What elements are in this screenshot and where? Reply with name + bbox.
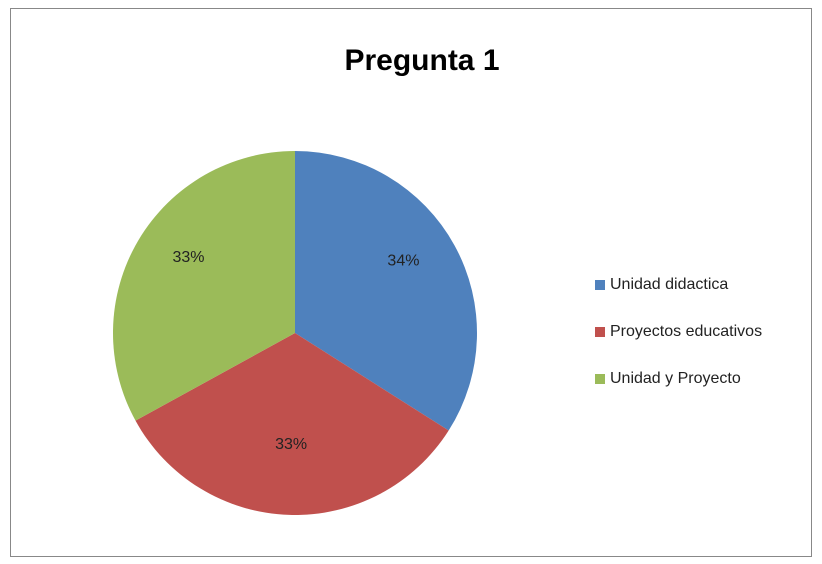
legend-swatch	[595, 327, 605, 337]
chart-title: Pregunta 1	[344, 44, 499, 77]
pie-slice	[113, 151, 295, 421]
pie-slice	[135, 333, 449, 515]
legend-label: Unidad didactica	[610, 276, 728, 293]
value-label: 34%	[387, 253, 419, 270]
pie-slice	[295, 151, 477, 431]
value-label: 33%	[275, 436, 307, 453]
value-label: 33%	[172, 249, 204, 266]
legend-swatch	[595, 280, 605, 290]
legend-label: Unidad y Proyecto	[610, 370, 741, 387]
legend-swatch	[595, 374, 605, 384]
legend-label: Proyectos educativos	[610, 323, 762, 340]
